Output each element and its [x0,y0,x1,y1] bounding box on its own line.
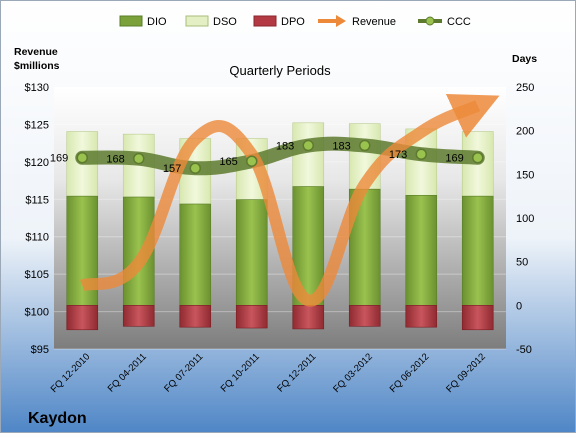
dpo-bar [179,305,212,328]
ccc-data-label: 169 [445,153,463,165]
dpo-bar [292,305,325,330]
dio-bar [405,194,438,306]
right-axis-ticks: -50 0 50 100 150 200 250 [516,82,534,356]
left-axis-title-line2: $millions [14,60,60,72]
dpo-bar [348,305,381,327]
ccc-point [133,152,145,165]
legend: DIO DSO DPO Revenue CCC [119,15,471,28]
legend-ccc-label: CCC [447,16,471,28]
legend-dio-label: DIO [147,16,167,28]
right-tick-label: 200 [516,126,534,138]
revenue-line [80,94,500,307]
legend-revenue-arrow-icon [318,15,346,27]
left-tick-label: $110 [25,232,49,244]
chart-title: Quarterly Periods [229,63,331,78]
left-tick-label: $130 [25,82,49,94]
legend-ccc-icon [418,16,442,26]
dpo-bar [66,305,99,331]
left-tick-label: $100 [25,307,49,319]
right-axis-title: Days [512,53,537,65]
ccc-point [189,162,201,174]
ccc-point [76,151,88,164]
dpo-bar [461,305,494,331]
legend-dso-swatch [185,15,209,27]
ccc-point [359,139,371,152]
right-tick-label: -50 [516,344,532,356]
legend-revenue-label: Revenue [352,16,396,28]
ccc-data-label: 165 [219,156,237,168]
left-tick-label: $120 [25,157,49,169]
left-axis-ticks: $95 $100 $105 $110 $115 $120 $125 $130 [25,82,49,356]
ccc-data-label: 173 [389,149,407,161]
ccc-point [472,151,484,164]
left-axis-title-line1: Revenue [14,46,58,58]
right-tick-label: 0 [516,300,522,312]
left-tick-label: $115 [25,194,49,206]
right-tick-label: 150 [516,169,534,181]
right-tick-label: 250 [516,82,534,94]
ccc-data-label: 168 [106,154,124,166]
dpo-bar [235,305,268,329]
dio-bar [461,195,494,306]
right-tick-label: 50 [516,257,528,269]
legend-dpo-label: DPO [281,16,305,28]
ccc-data-label: 157 [163,163,181,175]
company-name: Kaydon [28,410,87,427]
ccc-point [246,155,258,167]
series-lines: 169 168 157 165 183 183 173 169 [50,94,500,307]
dpo-bar [405,305,438,328]
ccc-data-label: 169 [50,153,68,165]
ccc-data-label: 183 [332,141,350,153]
left-tick-label: $125 [25,119,49,131]
legend-dio-swatch [119,15,143,27]
dio-bar [235,199,268,306]
legend-dpo-swatch [253,15,277,27]
ccc-point [302,139,314,152]
ccc-data-label: 183 [276,141,294,153]
left-tick-label: $95 [31,344,49,356]
ccc-point [415,148,427,160]
legend-dso-label: DSO [213,16,237,28]
dpo-bar [122,305,155,327]
left-tick-label: $105 [25,269,49,281]
right-tick-label: 100 [516,213,534,225]
dio-bar [179,203,212,306]
